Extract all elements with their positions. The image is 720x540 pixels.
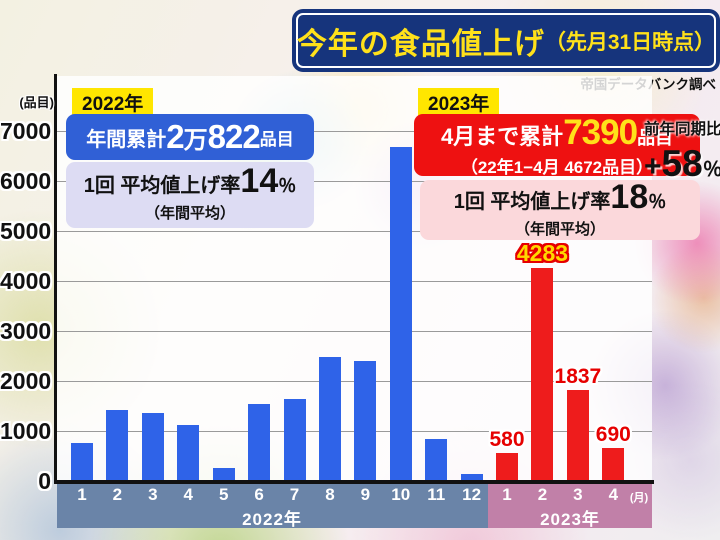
total-2023-box: 4月まで累計7390品目 （22年1−4月 4672品目） — [414, 113, 700, 177]
y-tick-2000: 2000 — [0, 368, 52, 394]
bar-2022-5 — [212, 468, 235, 482]
rate-2023-percent: ％ — [648, 192, 667, 212]
rate-2023-label: 1回 平均値上げ率 — [453, 191, 611, 213]
total-2022-10k: 万 — [183, 126, 208, 154]
total-2023-prefix: 4月まで累計 — [440, 124, 564, 149]
bar-2023-4 — [602, 447, 625, 482]
y-tick-4000: 4000 — [0, 268, 52, 294]
total-2022-suffix: 品目 — [259, 129, 294, 149]
gridline-7000 — [57, 131, 652, 132]
bar-2023-2 — [531, 267, 554, 482]
total-2023-value: 7390 — [563, 113, 638, 152]
y-axis-line — [54, 74, 57, 484]
bar-value-4283: 4283 — [516, 239, 569, 266]
x-axis-line — [54, 480, 654, 484]
bar-2022-4 — [177, 425, 200, 482]
year-label-2022: 2022年 — [242, 510, 302, 529]
month-label-2022-12: 12 — [462, 485, 482, 504]
month-label-2022-1: 1 — [77, 485, 87, 504]
month-label-2022-5: 5 — [218, 485, 229, 504]
bar-value-690: 690 — [595, 422, 631, 446]
rate-2022-label: 1回 平均値上げ率 — [83, 175, 241, 197]
bar-2022-12 — [460, 474, 483, 482]
month-label-2022-11: 11 — [427, 485, 446, 504]
total-2023-compare: （22年1−4月 4672品目） — [460, 158, 654, 177]
y-tick-3000: 3000 — [0, 318, 52, 344]
rate-2022-percent: ％ — [278, 176, 297, 196]
bar-2023-3 — [566, 390, 589, 482]
x-axis-band: 1 2 3 4 5 6 7 8 9 10 11 12 1 2 3 4 2022年 2023年 (月) — [57, 484, 652, 529]
bar-2022-3 — [141, 413, 164, 482]
year-label-2023: 2023年 — [540, 510, 600, 529]
month-label-2023-2: 2 — [537, 485, 548, 504]
month-label-2022-10: 10 — [391, 485, 411, 504]
gridline-6000 — [57, 181, 652, 182]
rate-2022-note: （年間平均） — [144, 205, 235, 222]
rate-2022-value: 14 — [240, 162, 279, 200]
month-label-2022-8: 8 — [325, 485, 335, 504]
page-title-suffix: （先月31日時点） — [544, 30, 716, 54]
total-2022-prefix: 年間累計 — [86, 128, 167, 151]
y-tick-7000: 7000 — [0, 118, 52, 144]
month-label-2022-4: 4 — [183, 485, 193, 504]
total-2022-n2: 822 — [207, 118, 261, 155]
month-label-2022-9: 9 — [360, 485, 371, 504]
yoy-value: +58％ — [644, 143, 720, 184]
band-2023 — [488, 484, 652, 528]
yoy-label: 前年同期比 — [644, 121, 720, 138]
y-axis-unit-label: (品目) — [19, 95, 54, 110]
yoy-block: 前年同期比 +58％ — [644, 117, 720, 185]
band-2022 — [57, 484, 488, 528]
total-2022-n1: 2 — [166, 118, 184, 155]
rate-2023-value: 18 — [610, 178, 649, 216]
badge-2022: 2022年 — [72, 88, 154, 118]
gridline-3000 — [57, 331, 652, 332]
month-label-2023-4: 4 — [608, 485, 619, 504]
month-label-2022-2: 2 — [112, 485, 123, 504]
title-bar: 今年の食品値上げ （先月31日時点） — [296, 13, 716, 68]
y-tick-0: 0 — [38, 468, 51, 494]
bar-value-1837: 1837 — [554, 365, 602, 389]
rate-2023-box: 1回 平均値上げ率18％ （年間平均） — [420, 180, 700, 240]
page-title: 今年の食品値上げ — [296, 27, 545, 61]
bar-2022-10 — [389, 147, 412, 482]
badge-2023: 2023年 — [418, 88, 500, 118]
bar-2022-2 — [106, 410, 129, 482]
bar-value-580: 580 — [489, 428, 525, 451]
y-tick-6000: 6000 — [0, 168, 52, 194]
y-tick-5000: 5000 — [0, 218, 52, 244]
bar-2022-9 — [354, 361, 377, 482]
month-label-2022-6: 6 — [254, 485, 264, 504]
total-2022-box: 年間累計 2 万 822 品目 — [66, 114, 314, 160]
bar-2022-8 — [318, 357, 341, 482]
bar-2022-6 — [248, 404, 271, 482]
total-2023-suffix: 品目 — [637, 128, 674, 148]
bar-2022-11 — [425, 439, 448, 482]
month-label-2022-7: 7 — [289, 485, 300, 504]
bar-2022-1 — [71, 443, 93, 482]
gridline-5000 — [57, 231, 652, 232]
gridline-4000 — [57, 281, 652, 282]
month-label-2023-1: 1 — [502, 485, 512, 504]
month-label-2022-3: 3 — [148, 485, 158, 504]
rate-2022-box: 1回 平均値上げ率14％ （年間平均） — [66, 162, 314, 228]
rate-2023-note: （年間平均） — [514, 221, 605, 238]
bar-2022-7 — [283, 399, 306, 482]
bar-2023-1 — [496, 453, 519, 482]
month-unit-label: (月) — [629, 492, 649, 504]
month-label-2023-3: 3 — [573, 485, 583, 504]
y-tick-1000: 1000 — [0, 418, 52, 444]
